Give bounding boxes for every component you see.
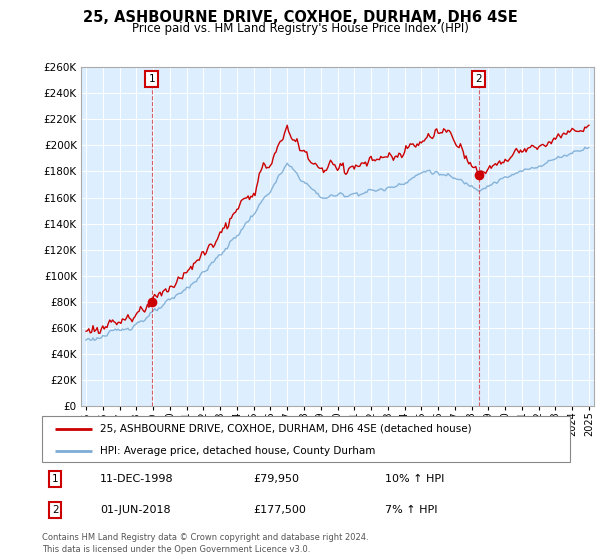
Text: 2: 2: [475, 74, 482, 84]
Text: 1: 1: [52, 474, 59, 484]
Text: 2: 2: [52, 505, 59, 515]
Text: Price paid vs. HM Land Registry's House Price Index (HPI): Price paid vs. HM Land Registry's House …: [131, 22, 469, 35]
Text: 11-DEC-1998: 11-DEC-1998: [100, 474, 174, 484]
Text: 25, ASHBOURNE DRIVE, COXHOE, DURHAM, DH6 4SE: 25, ASHBOURNE DRIVE, COXHOE, DURHAM, DH6…: [83, 10, 517, 25]
FancyBboxPatch shape: [42, 416, 570, 462]
Text: £79,950: £79,950: [253, 474, 299, 484]
Text: 1: 1: [148, 74, 155, 84]
Text: 01-JUN-2018: 01-JUN-2018: [100, 505, 171, 515]
Text: 7% ↑ HPI: 7% ↑ HPI: [385, 505, 438, 515]
Text: Contains HM Land Registry data © Crown copyright and database right 2024.
This d: Contains HM Land Registry data © Crown c…: [42, 533, 368, 554]
Text: 10% ↑ HPI: 10% ↑ HPI: [385, 474, 445, 484]
Text: 25, ASHBOURNE DRIVE, COXHOE, DURHAM, DH6 4SE (detached house): 25, ASHBOURNE DRIVE, COXHOE, DURHAM, DH6…: [100, 424, 472, 434]
Text: £177,500: £177,500: [253, 505, 306, 515]
Text: HPI: Average price, detached house, County Durham: HPI: Average price, detached house, Coun…: [100, 446, 376, 455]
